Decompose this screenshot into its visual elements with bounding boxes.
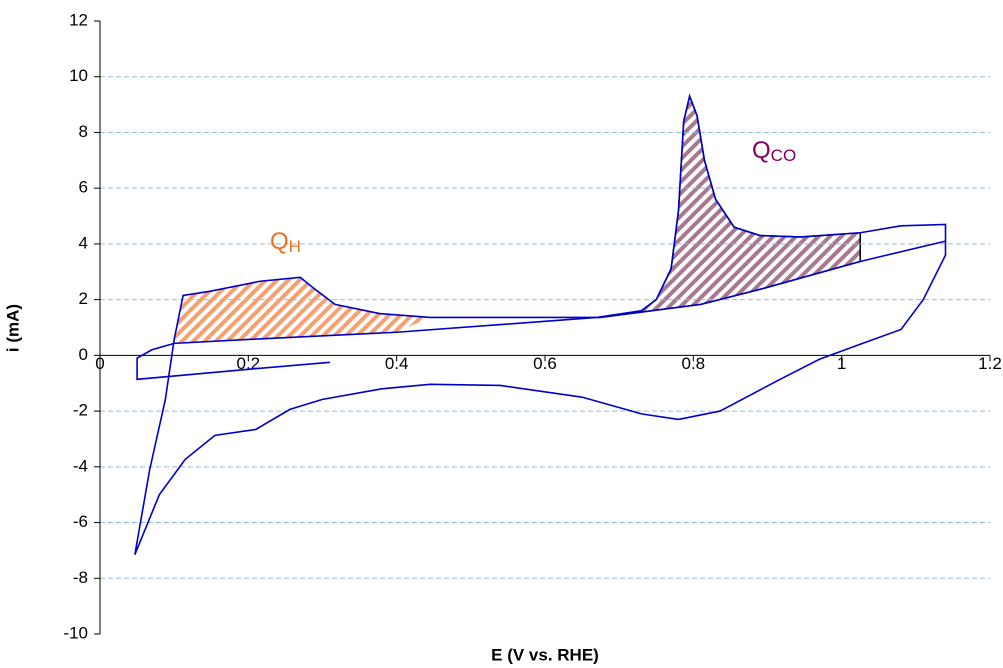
y-tick-label: 8 <box>79 122 88 141</box>
hatched-region <box>174 277 431 344</box>
y-tick-label: -2 <box>73 401 88 420</box>
cv-curve <box>134 93 947 555</box>
annotation: QH <box>270 228 301 256</box>
x-tick-label: 0.4 <box>385 354 409 373</box>
y-tick-label: 12 <box>69 10 88 29</box>
y-tick-label: 0 <box>79 345 88 364</box>
y-tick-label: -10 <box>63 623 88 642</box>
annotation-text: Q <box>270 228 289 255</box>
y-tick-label: 10 <box>69 66 88 85</box>
x-tick-label: 0 <box>95 354 104 373</box>
y-tick-label: -6 <box>73 512 88 531</box>
x-tick-label: 0.8 <box>682 354 706 373</box>
y-tick-label: -4 <box>73 456 88 475</box>
annotation-subscript: CO <box>771 146 797 165</box>
annotation-subscript: H <box>289 237 301 256</box>
y-tick-label: 4 <box>79 233 88 252</box>
annotation: QCO <box>752 137 796 165</box>
annotation-text: Q <box>752 137 771 164</box>
cv-curve <box>134 240 946 555</box>
x-tick-label: 1.2 <box>978 354 1002 373</box>
y-tick-label: -8 <box>73 568 88 587</box>
hatched-region <box>596 93 861 319</box>
x-tick-label: 1 <box>837 354 846 373</box>
y-tick-label: 2 <box>79 289 88 308</box>
x-tick-label: 0.6 <box>533 354 557 373</box>
y-tick-label: 6 <box>79 178 88 197</box>
y-axis-title: i (mA) <box>3 304 22 352</box>
x-axis-title: E (V vs. RHE) <box>491 645 599 664</box>
